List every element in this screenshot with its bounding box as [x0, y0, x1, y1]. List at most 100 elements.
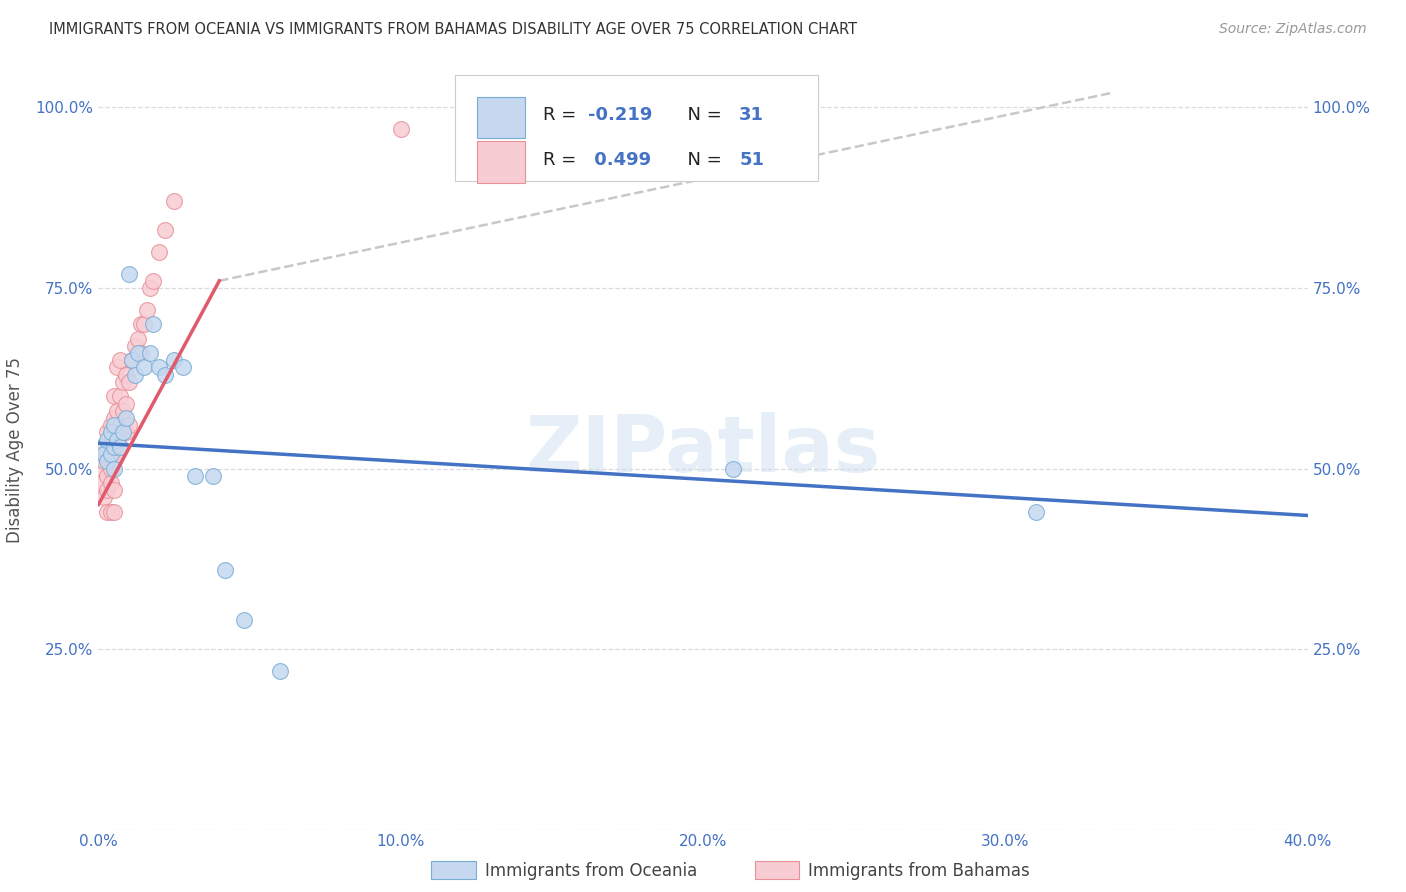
Point	[148, 244, 170, 259]
Point	[114, 396, 136, 410]
Point	[121, 353, 143, 368]
Point	[142, 317, 165, 331]
Text: R =: R =	[543, 151, 582, 169]
Point	[129, 317, 152, 331]
Point	[135, 302, 157, 317]
Point	[114, 425, 136, 440]
Point	[111, 425, 134, 440]
Point	[96, 433, 118, 447]
Point	[214, 563, 236, 577]
Point	[100, 461, 122, 475]
Point	[114, 368, 136, 382]
Point	[723, 461, 745, 475]
Point	[90, 461, 112, 475]
Point	[103, 483, 125, 498]
Point	[100, 505, 122, 519]
FancyBboxPatch shape	[477, 96, 526, 138]
Point	[121, 353, 143, 368]
Point	[118, 375, 141, 389]
Text: R =: R =	[543, 106, 582, 125]
Point	[108, 440, 131, 454]
Point	[103, 454, 125, 468]
Point	[172, 360, 194, 375]
Point	[148, 360, 170, 375]
Text: N =: N =	[676, 106, 728, 125]
Text: Immigrants from Oceania: Immigrants from Oceania	[485, 862, 697, 880]
Text: ZIPatlas: ZIPatlas	[526, 412, 880, 489]
FancyBboxPatch shape	[477, 141, 526, 183]
Point	[129, 346, 152, 360]
Point	[132, 317, 155, 331]
Point	[118, 418, 141, 433]
Point	[108, 418, 131, 433]
Point	[269, 664, 291, 678]
Point	[96, 505, 118, 519]
Point	[108, 389, 131, 403]
Text: 31: 31	[740, 106, 765, 125]
Point	[153, 223, 176, 237]
Point	[114, 411, 136, 425]
Point	[103, 418, 125, 433]
Point	[93, 447, 115, 461]
Point	[103, 389, 125, 403]
Point	[103, 505, 125, 519]
Point	[389, 122, 412, 136]
Point	[139, 346, 162, 360]
Point	[108, 353, 131, 368]
Point	[105, 447, 128, 461]
Point	[132, 360, 155, 375]
Point	[127, 332, 149, 346]
Text: N =: N =	[676, 151, 728, 169]
FancyBboxPatch shape	[432, 862, 475, 880]
Bar	[456, 75, 818, 181]
Point	[103, 440, 125, 454]
Point	[184, 468, 207, 483]
Point	[90, 475, 112, 490]
Point	[96, 483, 118, 498]
Point	[108, 440, 131, 454]
Point	[105, 425, 128, 440]
Point	[105, 360, 128, 375]
Text: Source: ZipAtlas.com: Source: ZipAtlas.com	[1219, 22, 1367, 37]
Point	[93, 491, 115, 505]
Point	[202, 468, 225, 483]
Point	[111, 375, 134, 389]
Point	[124, 368, 146, 382]
Point	[96, 425, 118, 440]
Point	[111, 403, 134, 417]
Point	[118, 267, 141, 281]
Text: -0.219: -0.219	[588, 106, 652, 125]
Point	[127, 346, 149, 360]
Point	[232, 613, 254, 627]
Text: Immigrants from Bahamas: Immigrants from Bahamas	[808, 862, 1031, 880]
Point	[111, 425, 134, 440]
Point	[100, 425, 122, 440]
Point	[163, 353, 186, 368]
Y-axis label: Disability Age Over 75: Disability Age Over 75	[7, 358, 24, 543]
Point	[142, 274, 165, 288]
Point	[124, 339, 146, 353]
Point	[103, 461, 125, 475]
Point	[96, 454, 118, 468]
Point	[105, 403, 128, 417]
Point	[103, 433, 125, 447]
Point	[93, 440, 115, 454]
Point	[139, 281, 162, 295]
Text: IMMIGRANTS FROM OCEANIA VS IMMIGRANTS FROM BAHAMAS DISABILITY AGE OVER 75 CORREL: IMMIGRANTS FROM OCEANIA VS IMMIGRANTS FR…	[49, 22, 858, 37]
Point	[96, 447, 118, 461]
Point	[93, 454, 115, 468]
Point	[100, 440, 122, 454]
Point	[100, 418, 122, 433]
Point	[90, 440, 112, 454]
Point	[96, 468, 118, 483]
Point	[1024, 505, 1046, 519]
Point	[90, 447, 112, 461]
Point	[153, 368, 176, 382]
Point	[163, 194, 186, 209]
Point	[100, 475, 122, 490]
Point	[105, 433, 128, 447]
FancyBboxPatch shape	[755, 862, 799, 880]
Text: 0.499: 0.499	[588, 151, 651, 169]
Text: 51: 51	[740, 151, 765, 169]
Point	[103, 411, 125, 425]
